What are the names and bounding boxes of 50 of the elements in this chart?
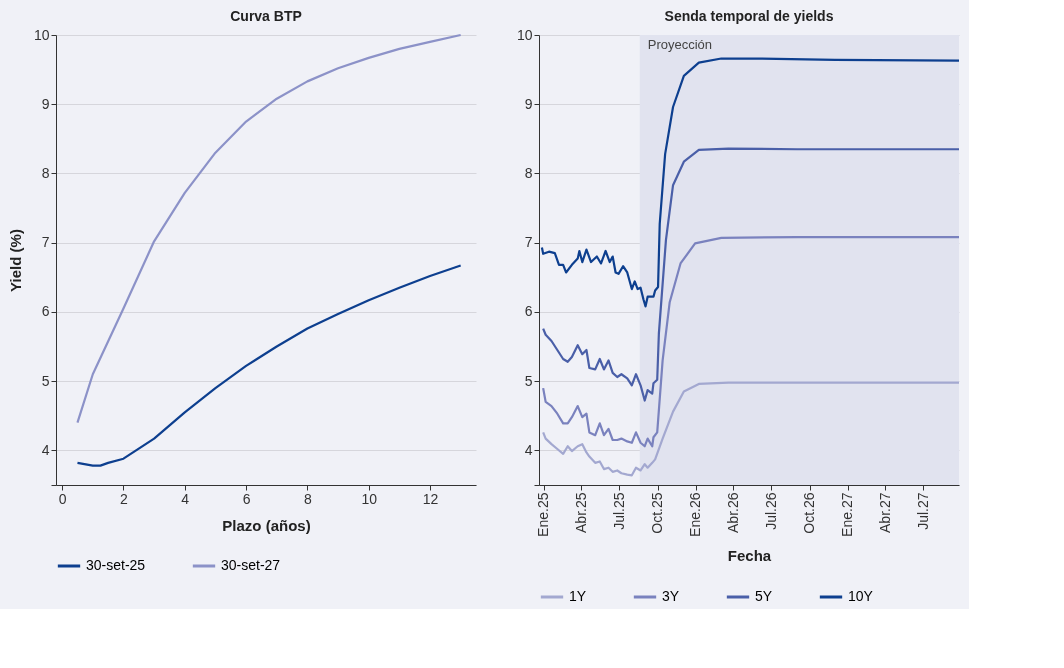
x-tick-label: Jul.25 <box>610 492 627 530</box>
x-tick-label: Abr.27 <box>876 492 893 533</box>
x-tick-label: Ene.25 <box>535 492 552 537</box>
y-tick-label: 4 <box>524 441 533 458</box>
x-tick-label: 6 <box>242 490 251 507</box>
x-tick-label: Oct.26 <box>801 492 818 534</box>
x-tick-label: Ene.27 <box>839 492 856 537</box>
x-tick-label: Oct.25 <box>649 492 666 534</box>
line-series <box>76 264 462 467</box>
x-tick-label: 12 <box>422 490 439 507</box>
x-axis-title: Fecha <box>727 546 772 564</box>
y-tick-label: 8 <box>41 164 50 181</box>
x-tick-label: 4 <box>181 490 190 507</box>
x-tick-label: Ene.26 <box>687 492 704 537</box>
band-label: Proyección <box>647 37 713 52</box>
y-tick-label: 4 <box>41 441 50 458</box>
x-axis-title: Plazo (años) <box>222 516 311 534</box>
chart-title: Curva BTP <box>230 8 302 24</box>
x-tick-label: Abr.26 <box>724 492 741 533</box>
x-tick-label: Abr.25 <box>572 492 589 533</box>
legend-label: 30-set-27 <box>221 557 281 573</box>
y-tick-label: 8 <box>524 164 533 181</box>
x-tick-label: 10 <box>361 490 378 507</box>
legend-label: 5Y <box>755 588 773 604</box>
x-tick-label: Jul.27 <box>914 492 931 530</box>
legend-label: 10Y <box>848 588 874 604</box>
y-axis-title: Yield (%) <box>6 229 24 292</box>
line-series <box>542 147 961 402</box>
legend-label: 1Y <box>569 588 587 604</box>
x-tick-label: 0 <box>58 490 67 507</box>
y-tick-label: 9 <box>41 95 50 112</box>
chart-title: Senda temporal de yields <box>664 8 834 24</box>
y-tick-label: 5 <box>524 372 533 389</box>
line-series <box>542 236 961 448</box>
y-tick-label: 10 <box>33 26 50 43</box>
y-tick-label: 10 <box>516 26 533 43</box>
x-tick-label: 8 <box>303 490 312 507</box>
y-tick-label: 6 <box>524 303 533 320</box>
x-tick-label: Jul.26 <box>762 492 779 530</box>
y-tick-label: 6 <box>41 303 50 320</box>
legend-label: 30-set-25 <box>86 557 146 573</box>
x-tick-label: 2 <box>120 490 129 507</box>
y-tick-label: 7 <box>41 234 50 251</box>
line-series <box>542 381 961 477</box>
line-series <box>540 57 961 308</box>
legend-label: 3Y <box>662 588 680 604</box>
y-tick-label: 7 <box>524 234 533 251</box>
y-tick-label: 9 <box>524 95 533 112</box>
y-tick-label: 5 <box>41 372 50 389</box>
line-series <box>76 33 462 424</box>
